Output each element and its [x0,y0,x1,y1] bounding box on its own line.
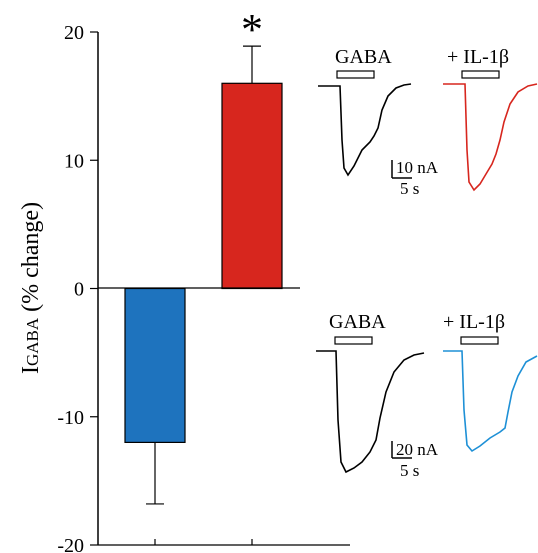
inset-top-scale-current: 10 nA [396,158,439,177]
y-axis-label-rest: (% change) [18,202,44,318]
bar-2 [221,82,283,290]
bar-chart: -20 -10 0 10 20 IGABA (% change) * [18,5,350,553]
inset-bottom-scale-current: 20 nA [396,440,439,459]
inset-top-il1b-bar [461,70,500,79]
y-tick-label: -20 [57,535,84,553]
inset-top: GABA + IL-1β 10 nA 5 s [318,46,538,198]
y-tick-label: -10 [57,407,84,429]
inset-bottom: GABA + IL-1β 20 nA 5 s [316,311,538,480]
y-axis-label-main: I [18,366,44,374]
y-axis-label-sub: GABA [23,317,42,366]
inset-bottom-il1b-label: + IL-1β [443,311,505,333]
bar-1 [124,287,186,443]
inset-top-control-trace [318,83,412,177]
inset-top-gaba-bar [336,70,375,79]
inset-bottom-control-trace [316,350,425,474]
inset-top-gaba-label: GABA [335,46,392,68]
inset-top-il1b-trace [443,83,538,192]
y-tick-label: 10 [64,150,84,172]
inset-top-scale-time: 5 s [400,179,419,198]
inset-bottom-il1b-bar [460,336,499,345]
y-tick-label: 20 [64,22,84,44]
inset-bottom-scale-time: 5 s [400,461,419,480]
y-ticks: -20 -10 0 10 20 [57,22,98,553]
significance-asterisk: * [241,5,263,54]
inset-bottom-gaba-label: GABA [329,311,386,333]
inset-top-il1b-label: + IL-1β [447,46,509,68]
y-tick-label: 0 [74,279,84,301]
inset-bottom-gaba-bar [334,336,373,345]
inset-bottom-il1b-trace [443,350,538,453]
bars [124,45,283,545]
y-axis-label: IGABA (% change) [18,202,44,374]
